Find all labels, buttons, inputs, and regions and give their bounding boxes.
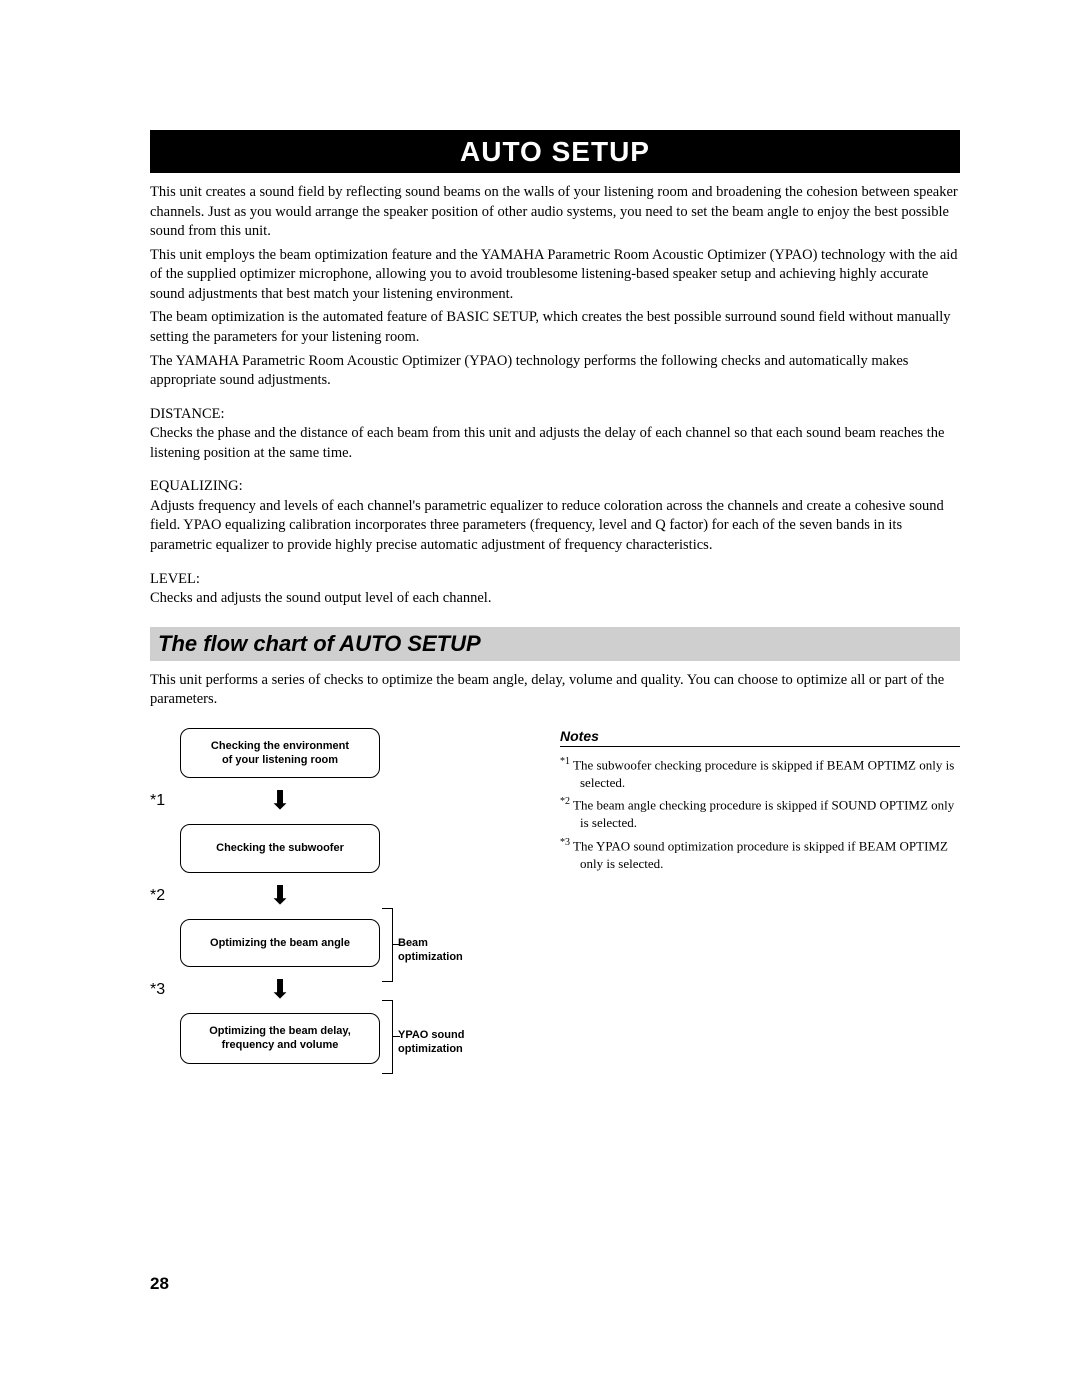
note-2-text: The beam angle checking procedure is ski… (573, 798, 954, 831)
note-3-ref: *3 (560, 837, 570, 848)
side-label-ypao: YPAO sound optimization (398, 1028, 464, 1057)
notes-header: Notes (560, 728, 960, 747)
flow-box-3-text: Optimizing the beam angle (210, 937, 350, 949)
page-number: 28 (150, 1274, 960, 1294)
intro-para-4: The YAMAHA Parametric Room Acoustic Opti… (150, 352, 960, 391)
bracket-icon (382, 908, 393, 982)
flow-box-2-text: Checking the subwoofer (216, 842, 344, 854)
arrow-row-1: *1 ⬇ (180, 778, 520, 824)
flowchart: Checking the environment of your listeni… (150, 728, 520, 1064)
distance-label: DISTANCE: (150, 405, 960, 425)
flow-box-4-line1: Optimizing the beam delay, (209, 1025, 351, 1037)
intro-para-1: This unit creates a sound field by refle… (150, 183, 960, 242)
side-label-ypao-l2: optimization (398, 1043, 463, 1055)
equalizing-label: EQUALIZING: (150, 477, 960, 497)
arrow-row-2: *2 ⬇ (180, 873, 520, 919)
arrow-row-3: *3 ⬇ (180, 967, 520, 1013)
note-3: *3 The YPAO sound optimization procedure… (560, 836, 960, 872)
level-label: LEVEL: (150, 570, 960, 590)
page-title: AUTO SETUP (150, 130, 960, 173)
side-label-ypao-l1: YPAO sound (398, 1029, 464, 1041)
note-1-ref: *1 (560, 756, 570, 767)
step-ref-3: *3 (150, 981, 180, 999)
side-label-beam: Beam optimization (398, 936, 463, 965)
flow-box-2: Checking the subwoofer (180, 824, 380, 872)
distance-text: Checks the phase and the distance of eac… (150, 424, 960, 463)
down-arrow-icon: ⬇ (180, 788, 380, 814)
sub-intro: This unit performs a series of checks to… (150, 671, 960, 710)
flow-box-3: Optimizing the beam angle (180, 919, 380, 967)
flow-box-1-line1: Checking the environment (211, 740, 349, 752)
flow-box-4: Optimizing the beam delay, frequency and… (180, 1013, 380, 1064)
flow-box-4-line2: frequency and volume (222, 1039, 339, 1051)
flow-box-1: Checking the environment of your listeni… (180, 728, 380, 779)
equalizing-text: Adjusts frequency and levels of each cha… (150, 497, 960, 556)
notes-panel: Notes *1 The subwoofer checking procedur… (560, 728, 960, 876)
down-arrow-icon: ⬇ (180, 883, 380, 909)
level-text: Checks and adjusts the sound output leve… (150, 589, 960, 609)
note-3-text: The YPAO sound optimization procedure is… (573, 838, 948, 871)
step-ref-1: *1 (150, 792, 180, 810)
side-label-beam-l2: optimization (398, 951, 463, 963)
intro-para-3: The beam optimization is the automated f… (150, 308, 960, 347)
flow-and-notes: Checking the environment of your listeni… (150, 728, 960, 1064)
note-1: *1 The subwoofer checking procedure is s… (560, 755, 960, 791)
down-arrow-icon: ⬇ (180, 977, 380, 1003)
intro-para-2: This unit employs the beam optimization … (150, 246, 960, 305)
flow-box-1-line2: of your listening room (222, 754, 338, 766)
page: AUTO SETUP This unit creates a sound fie… (0, 0, 1080, 1354)
note-1-text: The subwoofer checking procedure is skip… (573, 757, 954, 790)
note-2: *2 The beam angle checking procedure is … (560, 795, 960, 831)
side-label-beam-l1: Beam (398, 937, 428, 949)
note-2-ref: *2 (560, 796, 570, 807)
bracket-icon (382, 1000, 393, 1074)
section-subheader: The flow chart of AUTO SETUP (150, 627, 960, 661)
step-ref-2: *2 (150, 887, 180, 905)
